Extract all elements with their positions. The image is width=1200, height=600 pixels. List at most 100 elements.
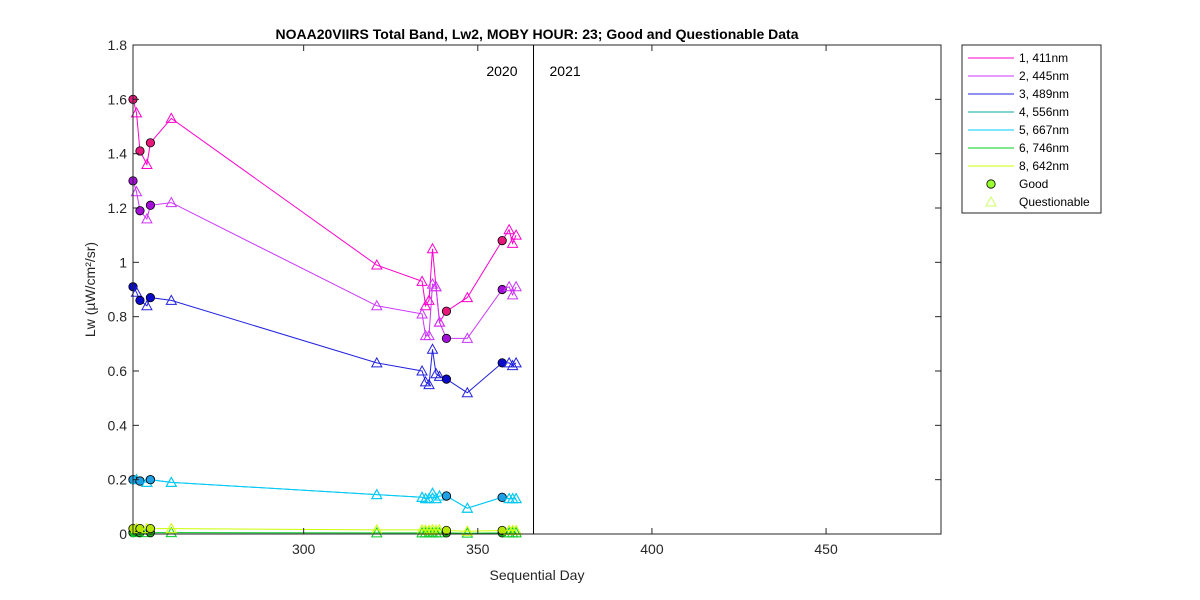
good-point [135, 206, 145, 216]
legend-box [961, 44, 1102, 214]
questionable-point [416, 491, 428, 502]
questionable-point [130, 286, 143, 297]
chart-title: NOAA20VIIRS Total Band, Lw2, MOBY HOUR: … [276, 26, 799, 42]
good-point [135, 146, 145, 156]
good-point [441, 374, 452, 384]
questionable-point [506, 359, 519, 371]
good-point [135, 295, 145, 305]
questionable-point [141, 299, 153, 311]
questionable-point [165, 522, 178, 534]
questionable-point [426, 343, 439, 354]
good-point [135, 476, 145, 486]
questionable-point [423, 492, 435, 504]
good-point [441, 525, 452, 536]
questionable-point [433, 370, 446, 381]
x-axis-title: Sequential Day [490, 567, 585, 583]
good-point [441, 491, 452, 501]
good-point [145, 138, 156, 148]
series-2 [128, 176, 522, 343]
legend-label: Questionable [1019, 195, 1090, 209]
y-tick-label: 0.6 [108, 363, 128, 379]
questionable-point [165, 476, 178, 487]
y-tick-label: 0.4 [108, 417, 128, 433]
y-tick-label: 1.8 [108, 37, 128, 53]
questionable-point [370, 259, 383, 270]
questionable-point [426, 487, 439, 498]
questionable-point [461, 502, 474, 513]
questionable-point [419, 299, 432, 311]
x-tick-label: 400 [640, 541, 664, 557]
x-tick-label: 350 [466, 541, 490, 557]
questionable-point [423, 378, 435, 390]
questionable-point [141, 212, 153, 224]
questionable-point [461, 527, 474, 538]
year-label-2020: 2020 [486, 63, 517, 79]
questionable-point [510, 492, 522, 504]
legend-label: 2, 445nm [1019, 69, 1069, 83]
legend-label: Good [1019, 177, 1048, 191]
good-point [497, 284, 507, 295]
questionable-point [370, 488, 383, 500]
good-point [497, 236, 507, 246]
questionable-point [130, 185, 143, 197]
y-tick-label: 0.2 [108, 472, 128, 488]
legend-label: 1, 411nm [1019, 51, 1068, 65]
questionable-point [165, 196, 178, 208]
good-point [145, 200, 156, 210]
series-3 [128, 282, 522, 398]
y-tick-label: 1.2 [108, 200, 128, 216]
questionable-point [503, 280, 515, 292]
questionable-point [510, 356, 522, 368]
questionable-point [461, 386, 474, 398]
questionable-point [510, 229, 522, 240]
questionable-point [510, 280, 522, 292]
questionable-point [370, 356, 383, 368]
plot-frame [132, 44, 942, 535]
legend: 1, 411nm 2, 445nm 3, 489nm 4, 556nm 5, 667nm… [961, 44, 1102, 214]
y-tick-label: 1.4 [108, 146, 128, 162]
questionable-point [461, 332, 474, 343]
good-point [497, 492, 507, 502]
good-point [441, 333, 452, 343]
questionable-point [430, 280, 442, 292]
x-tick-label: 300 [292, 541, 316, 557]
year-label-2021: 2021 [550, 63, 581, 79]
x-tick-label: 450 [814, 541, 838, 557]
questionable-point [130, 106, 143, 118]
questionable-point [416, 307, 428, 319]
questionable-point [433, 316, 446, 327]
questionable-point [423, 329, 435, 341]
series-line [133, 532, 517, 534]
y-tick-label: 1.6 [108, 91, 128, 107]
good-point [145, 475, 156, 485]
y-tick-label: 1 [119, 254, 127, 270]
questionable-point [506, 288, 519, 300]
legend-label: 3, 489nm [1019, 87, 1069, 101]
y-tick-label: 0 [119, 526, 127, 542]
legend-good-marker [986, 179, 996, 189]
questionable-point [141, 158, 153, 170]
good-point [145, 293, 156, 303]
questionable-point [370, 299, 383, 311]
questionable-point [370, 526, 383, 538]
questionable-point [510, 526, 522, 538]
good-point [441, 306, 452, 316]
series-5 [128, 473, 522, 513]
legend-label: 6, 746nm [1019, 141, 1069, 155]
questionable-point [461, 291, 474, 303]
legend-label: 5, 667nm [1019, 123, 1069, 137]
good-point [145, 523, 156, 534]
questionable-point [506, 237, 519, 248]
legend-label: 8, 642nm [1019, 159, 1069, 173]
questionable-point [165, 294, 178, 305]
axes: 300 350 400 450 0 0.2 0.4 0.6 0.8 1 1.2 1.4 1.6 1.8 [108, 37, 941, 557]
legend-label: 4, 556nm [1019, 105, 1069, 119]
questionable-point [165, 112, 178, 123]
questionable-point [430, 492, 442, 504]
legend-questionable-marker [985, 195, 997, 207]
questionable-point [426, 242, 439, 254]
questionable-point [416, 364, 428, 376]
questionable-point [461, 525, 474, 536]
y-tick-label: 0.8 [108, 309, 128, 325]
